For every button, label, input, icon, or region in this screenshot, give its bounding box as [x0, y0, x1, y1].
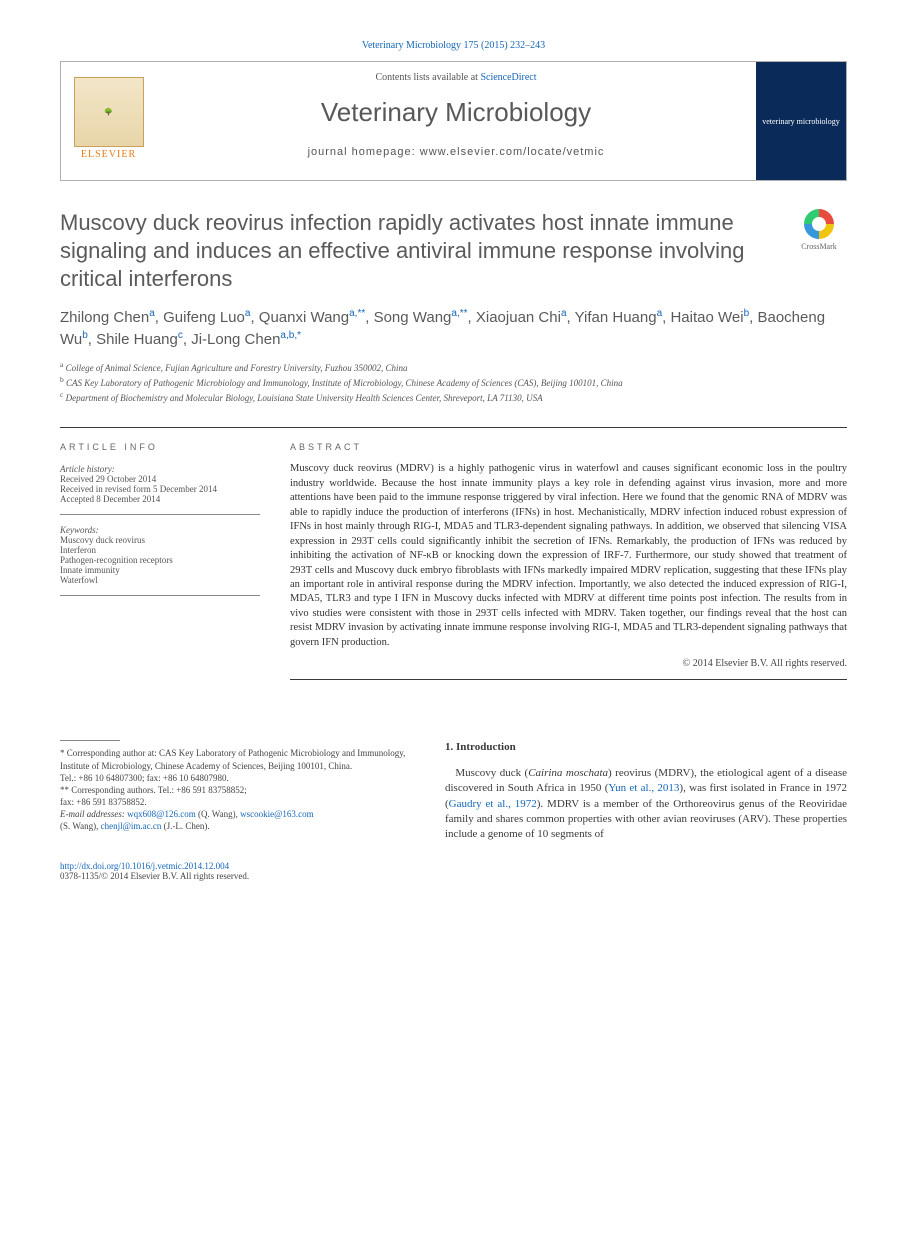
- citation-link[interactable]: Yun et al., 2013: [608, 782, 679, 794]
- email-link[interactable]: wscookie@163.com: [240, 809, 314, 819]
- keyword: Pathogen-recognition receptors: [60, 555, 260, 565]
- corr-fax2: fax: +86 591 83758852.: [60, 796, 415, 808]
- journal-cover-thumb: veterinary microbiology: [756, 62, 846, 180]
- journal-header: 🌳 ELSEVIER Contents lists available at S…: [60, 61, 847, 181]
- affiliation-a: a College of Animal Science, Fujian Agri…: [60, 360, 847, 375]
- email-who: (J.-L. Chen).: [161, 821, 209, 831]
- homepage-label: journal homepage:: [308, 146, 420, 158]
- crossmark-badge[interactable]: CrossMark: [791, 209, 847, 251]
- publisher-name: ELSEVIER: [61, 149, 156, 160]
- homepage-url[interactable]: www.elsevier.com/locate/vetmic: [420, 146, 605, 158]
- received-date: Received 29 October 2014: [60, 474, 260, 484]
- email-who: (S. Wang),: [60, 821, 101, 831]
- elsevier-tree-icon: 🌳: [74, 77, 144, 147]
- corr-primary: * Corresponding author at: CAS Key Labor…: [60, 747, 415, 771]
- email-who: (Q. Wang),: [196, 809, 240, 819]
- abstract-separator: [290, 679, 847, 680]
- email-link[interactable]: wqx608@126.com: [127, 809, 196, 819]
- article-history: Article history: Received 29 October 201…: [60, 464, 260, 515]
- keyword: Innate immunity: [60, 565, 260, 575]
- authors-line: Zhilong Chena, Guifeng Luoa, Quanxi Wang…: [60, 307, 847, 350]
- corr-emails: E-mail addresses: wqx608@126.com (Q. Wan…: [60, 808, 415, 832]
- article-info-column: ARTICLE INFO Article history: Received 2…: [60, 427, 260, 680]
- corr-secondary: ** Corresponding authors. Tel.: +86 591 …: [60, 784, 415, 796]
- doi-link[interactable]: http://dx.doi.org/10.1016/j.vetmic.2014.…: [60, 861, 229, 871]
- abstract-column: ABSTRACT Muscovy duck reovirus (MDRV) is…: [290, 427, 847, 680]
- contents-prefix: Contents lists available at: [375, 72, 480, 83]
- abstract-text: Muscovy duck reovirus (MDRV) is a highly…: [290, 462, 847, 650]
- keywords-block: Keywords: Muscovy duck reovirus Interfer…: [60, 525, 260, 596]
- keyword: Muscovy duck reovirus: [60, 535, 260, 545]
- article-title: Muscovy duck reovirus infection rapidly …: [60, 209, 779, 293]
- footer: http://dx.doi.org/10.1016/j.vetmic.2014.…: [60, 861, 847, 881]
- abstract-copyright: © 2014 Elsevier B.V. All rights reserved…: [290, 658, 847, 669]
- sciencedirect-link[interactable]: ScienceDirect: [480, 72, 536, 83]
- citation-link[interactable]: Gaudry et al., 1972: [449, 798, 537, 810]
- emails-label: E-mail addresses:: [60, 809, 127, 819]
- journal-citation: Veterinary Microbiology 175 (2015) 232–2…: [60, 40, 847, 51]
- publisher-block: 🌳 ELSEVIER: [61, 62, 156, 180]
- correspondence-block: * Corresponding author at: CAS Key Labor…: [60, 740, 415, 842]
- journal-mid: Contents lists available at ScienceDirec…: [156, 62, 756, 180]
- journal-name: Veterinary Microbiology: [156, 97, 756, 128]
- corr-tel1: Tel.: +86 10 64807300; fax: +86 10 64807…: [60, 772, 415, 784]
- affiliations: a College of Animal Science, Fujian Agri…: [60, 360, 847, 405]
- intro-para-1: Muscovy duck (Cairina moschata) reovirus…: [445, 766, 847, 843]
- email-link[interactable]: chenjl@im.ac.cn: [101, 821, 162, 831]
- article-info-heading: ARTICLE INFO: [60, 442, 260, 452]
- abstract-heading: ABSTRACT: [290, 442, 847, 452]
- cover-text: veterinary microbiology: [758, 113, 844, 130]
- footnote-rule: [60, 740, 120, 741]
- keyword: Waterfowl: [60, 575, 260, 585]
- introduction-block: 1. Introduction Muscovy duck (Cairina mo…: [445, 740, 847, 842]
- issn-copyright: 0378-1135/© 2014 Elsevier B.V. All right…: [60, 871, 249, 881]
- affiliation-b: b CAS Key Laboratory of Pathogenic Micro…: [60, 375, 847, 390]
- crossmark-icon: [804, 209, 834, 239]
- keywords-label: Keywords:: [60, 525, 260, 535]
- history-label: Article history:: [60, 464, 260, 474]
- keyword: Interferon: [60, 545, 260, 555]
- affiliation-c: c Department of Biochemistry and Molecul…: [60, 390, 847, 405]
- contents-line: Contents lists available at ScienceDirec…: [156, 72, 756, 83]
- crossmark-label: CrossMark: [801, 242, 837, 251]
- intro-heading: 1. Introduction: [445, 740, 847, 755]
- revised-date: Received in revised form 5 December 2014: [60, 484, 260, 494]
- accepted-date: Accepted 8 December 2014: [60, 494, 260, 504]
- journal-homepage: journal homepage: www.elsevier.com/locat…: [156, 146, 756, 158]
